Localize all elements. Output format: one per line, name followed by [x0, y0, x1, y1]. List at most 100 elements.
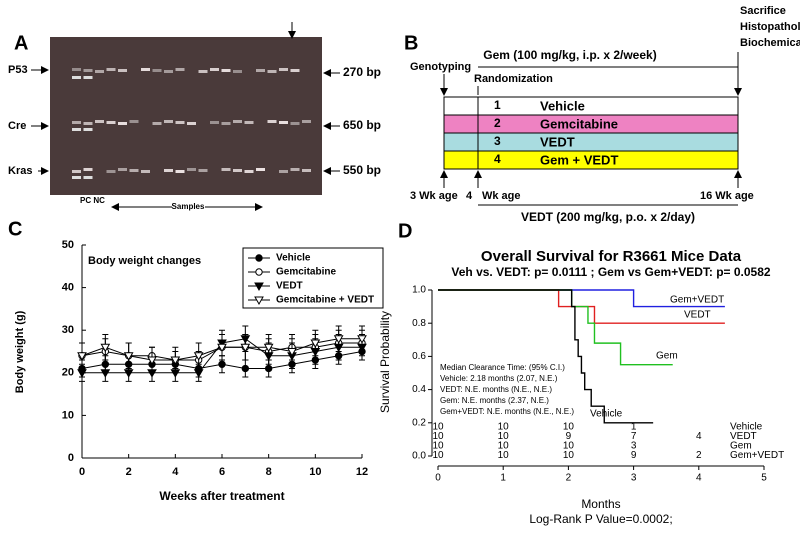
risk-count: 10 — [563, 422, 575, 433]
group-number: 1 — [494, 98, 501, 112]
gel-band — [83, 176, 93, 179]
gel-band — [141, 170, 150, 173]
y-tick-label: 50 — [62, 239, 74, 251]
y-tick-label: 40 — [62, 282, 74, 294]
x-axis-label: Weeks after treatment — [159, 489, 284, 503]
gel-band — [83, 128, 93, 131]
y-tick-label: 0.0 — [412, 451, 426, 462]
endpoint-text: Biochemical analysis — [740, 37, 800, 49]
gel-band — [72, 170, 81, 173]
risk-count: 10 — [498, 431, 510, 442]
group-name: VEDT — [540, 134, 575, 149]
gel-band — [187, 122, 196, 125]
legend-label: Gemcitabine — [276, 267, 336, 278]
x-tick-label: 2 — [126, 466, 132, 478]
x-tick-label: 6 — [219, 466, 225, 478]
panel-letter: B — [404, 32, 418, 54]
size-label: 650 bp — [343, 118, 381, 132]
gel-band — [233, 120, 242, 123]
x-tick-label: 4 — [696, 473, 702, 484]
age-label: 4 — [466, 190, 473, 202]
gel-band — [187, 168, 196, 171]
gel-band — [141, 68, 150, 71]
group-number: 2 — [494, 116, 501, 130]
gel-band — [95, 120, 104, 123]
gel-bands — [72, 68, 311, 179]
group-name: Gem + VEDT — [540, 152, 618, 167]
risk-row-label: Gem — [730, 441, 752, 452]
data-point — [310, 339, 321, 348]
x-tick-label: 8 — [266, 466, 272, 478]
gel-band — [164, 120, 173, 123]
gel-band — [129, 120, 139, 123]
y-tick-label: 1.0 — [412, 285, 426, 296]
data-point — [217, 343, 227, 353]
data-point — [147, 356, 157, 366]
endpoint-text: Histopathology & — [740, 21, 800, 33]
gel-band — [118, 168, 127, 171]
risk-count: 3 — [631, 441, 637, 452]
chart-title: Body weight changes — [88, 255, 201, 267]
gel-band — [233, 70, 242, 73]
gel-band — [290, 168, 300, 171]
controls-label: PC NC — [80, 196, 105, 205]
group-row — [443, 150, 739, 170]
x-tick-label: 12 — [356, 466, 368, 478]
annotation: VEDT: N.E. months (N.E., N.E.) — [440, 385, 552, 394]
risk-row-label: Vehicle — [730, 422, 763, 433]
data-point — [241, 364, 250, 373]
gel-band — [152, 69, 162, 72]
panel-a: A P53 Cre Kras 270 bp 650 bp 550 bp PC N… — [8, 22, 381, 211]
data-point — [287, 348, 297, 357]
gel-band — [83, 69, 93, 72]
legend-marker — [254, 296, 264, 306]
gel-band — [175, 68, 185, 71]
gel-band — [118, 69, 127, 72]
risk-count: 2 — [696, 450, 702, 461]
risk-count: 4 — [696, 431, 702, 442]
gel-band — [198, 70, 208, 73]
legend-label: Vehicle — [276, 253, 311, 264]
risk-count: 7 — [631, 431, 637, 442]
dose-text: Gem (100 mg/kg, i.p. x 2/week) — [483, 48, 656, 62]
size-label: 550 bp — [343, 163, 381, 177]
age-label: Wk age — [482, 190, 521, 202]
gel-band — [72, 121, 81, 124]
gel-image — [50, 37, 322, 195]
gel-band — [279, 68, 288, 71]
risk-count: 10 — [432, 422, 444, 433]
gel-band — [72, 176, 81, 179]
risk-row-label: Gem+VEDT — [730, 450, 784, 461]
survival-curve — [438, 289, 673, 366]
gel-band — [106, 170, 116, 173]
gel-band — [244, 170, 254, 173]
risk-count: 10 — [563, 441, 575, 452]
y-tick-label: 20 — [62, 367, 74, 379]
panel-letter: A — [14, 32, 28, 54]
gene-label: P53 — [8, 64, 28, 76]
y-axis-label: Survival Probability — [378, 311, 392, 413]
data-point — [333, 335, 344, 344]
risk-count: 10 — [563, 450, 575, 461]
gel-band — [256, 69, 265, 72]
gel-band — [152, 122, 162, 125]
gel-band — [164, 169, 173, 172]
step-text: Randomization — [474, 73, 553, 85]
y-tick-label: 0.2 — [412, 417, 426, 428]
data-point — [240, 343, 251, 353]
endpoint-text: Sacrifice — [740, 5, 786, 17]
gel-band — [221, 69, 231, 72]
curve-label: Gem+VEDT — [670, 295, 724, 306]
gel-band — [83, 122, 93, 125]
data-point — [77, 369, 87, 378]
risk-row-label: VEDT — [730, 431, 757, 442]
chart-subtitle: Veh vs. VEDT: p= 0.0111 ; Gem vs Gem+VED… — [451, 265, 770, 279]
age-label: 16 Wk age — [700, 190, 754, 202]
group-row — [443, 96, 739, 116]
gel-band — [198, 169, 208, 172]
gel-band — [72, 128, 81, 131]
legend-label: VEDT — [276, 281, 303, 292]
panel-letter: D — [398, 220, 412, 242]
gel-band — [279, 170, 288, 173]
